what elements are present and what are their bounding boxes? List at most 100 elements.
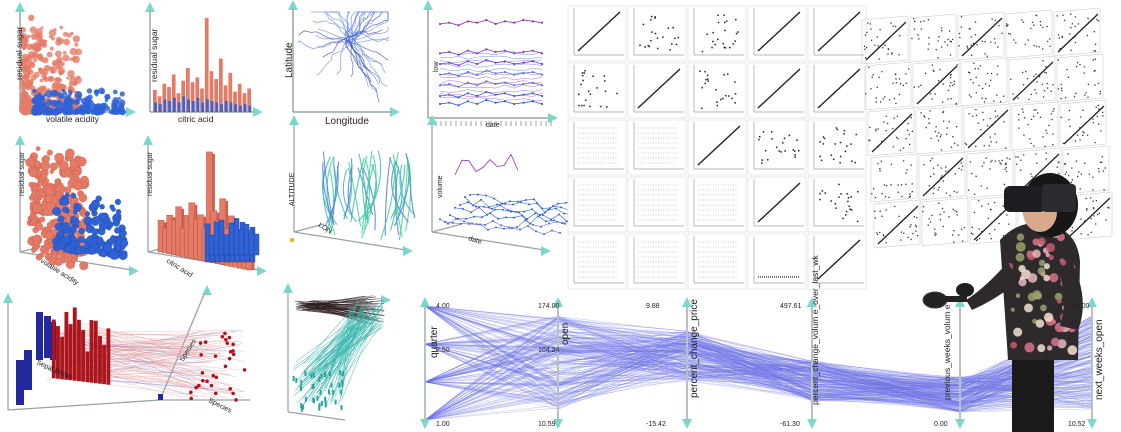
pcp-polyline	[424, 305, 1093, 387]
splom3d-point	[884, 96, 886, 98]
linked2-bar	[304, 370, 307, 376]
splom3d-point	[1088, 173, 1090, 175]
splom3d-point	[990, 72, 993, 75]
scatterplot-matrix-panel	[567, 5, 867, 290]
pcp-polyline	[424, 331, 1093, 421]
splom-point	[584, 99, 587, 101]
linked-bar-red	[102, 345, 107, 385]
pcp-polyline	[424, 305, 1093, 400]
pcp-polyline	[424, 339, 1093, 421]
linked2-bar	[319, 389, 322, 395]
splom3d-point	[1044, 71, 1046, 74]
linked2-teal-line	[303, 302, 359, 364]
splom3d-point	[1061, 87, 1063, 89]
splom3d-point	[892, 25, 894, 27]
splom3d-point	[1033, 109, 1035, 111]
linked-bar-red	[98, 336, 102, 384]
splom3d-point	[879, 170, 881, 172]
splom3d-point	[1092, 189, 1094, 191]
splom3d-point	[1090, 217, 1092, 220]
pcp-polyline	[424, 305, 1093, 391]
pcp-polyline	[424, 305, 1093, 403]
splom3d-point	[950, 146, 953, 148]
splom-point	[764, 149, 767, 152]
splom3d-point	[879, 168, 881, 170]
pcp-polyline	[424, 343, 1093, 400]
linked2-teal-line	[311, 316, 379, 375]
splom3d-point	[913, 86, 916, 88]
pcp-polyline	[424, 305, 1093, 411]
splom3d-point	[1086, 208, 1088, 210]
linked2-bar	[310, 373, 313, 379]
linked-bar-red	[85, 351, 90, 383]
scatter3d-point	[58, 160, 69, 171]
line2d-extra-line	[439, 92, 543, 97]
hist2d-bar	[206, 99, 209, 112]
pcp-axis-top-arrowhead	[420, 297, 430, 307]
pcp-polyline	[424, 305, 1093, 381]
splom3d-point	[944, 170, 947, 173]
splom3d-point	[1064, 173, 1067, 175]
splom3d-point	[976, 239, 978, 242]
linked-target-point	[209, 383, 214, 388]
scatter3d-point	[32, 240, 39, 246]
pcp-polyline	[424, 325, 1093, 421]
splom3d-point	[1038, 75, 1041, 77]
geo3d-y-axis	[293, 223, 325, 233]
splom3d-point	[953, 142, 956, 145]
linked-bar-navy	[16, 360, 24, 405]
person-floral-pattern	[1047, 345, 1053, 351]
splom3d-point	[890, 163, 893, 166]
pcp-polyline	[424, 315, 1093, 402]
line2d-point	[494, 22, 497, 26]
linked2-bar	[316, 395, 319, 401]
splom3d-point	[979, 65, 982, 67]
hist2d-bar	[173, 97, 176, 112]
splom3d-cell	[1011, 101, 1059, 151]
pcp-polyline	[424, 319, 1093, 389]
splom3d-point	[1033, 24, 1035, 26]
splom3d-point	[898, 93, 900, 96]
splom3d-point	[899, 35, 901, 37]
pcp-polyline	[424, 321, 1093, 404]
line2d-point	[438, 22, 442, 26]
pcp-polyline	[424, 343, 1093, 396]
splom3d-point	[923, 20, 925, 22]
splom3d-point	[878, 76, 880, 78]
splom3d-point	[908, 196, 910, 198]
splom3d-point	[937, 189, 939, 191]
line2d-point	[494, 50, 497, 54]
vr-user-figure	[922, 173, 1083, 432]
vr-headset-strap	[1042, 184, 1076, 212]
scatter2d-cloud-point	[60, 103, 68, 111]
splom3d-point	[1038, 76, 1041, 78]
splom-point	[796, 139, 798, 141]
scatter3d-ylabel: residual sugar	[19, 151, 26, 196]
line2d-point	[475, 62, 479, 66]
hist3d-bar	[228, 222, 235, 256]
splom3d-point	[874, 217, 877, 219]
splom3d-point	[1028, 98, 1030, 101]
splom3d-point	[931, 157, 933, 160]
scatter2d-cloud-point	[50, 66, 54, 71]
person-floral-pattern	[1051, 319, 1057, 325]
pcp-polyline	[424, 305, 1093, 413]
splom3d-point	[1031, 21, 1034, 24]
scatter2d-cloud-point	[40, 26, 44, 30]
splom-point	[793, 150, 796, 152]
splom-point	[722, 42, 725, 45]
linked-lines-panel	[283, 283, 391, 421]
splom3d-point	[1007, 24, 1009, 26]
splom3d-point	[964, 142, 966, 145]
splom3d-point	[902, 160, 905, 162]
person-floral-pattern	[1016, 233, 1025, 241]
splom3d-point	[894, 205, 896, 208]
splom3d-point	[879, 231, 881, 234]
splom3d-point	[1012, 93, 1014, 95]
pcp-axis-top-arrowhead	[1087, 297, 1097, 307]
person-floral-pattern	[1057, 298, 1062, 304]
splom3d-point	[928, 118, 930, 120]
splom-point	[714, 43, 716, 46]
splom3d-point	[1038, 46, 1040, 48]
scatter2d-cloud-point	[119, 91, 125, 97]
